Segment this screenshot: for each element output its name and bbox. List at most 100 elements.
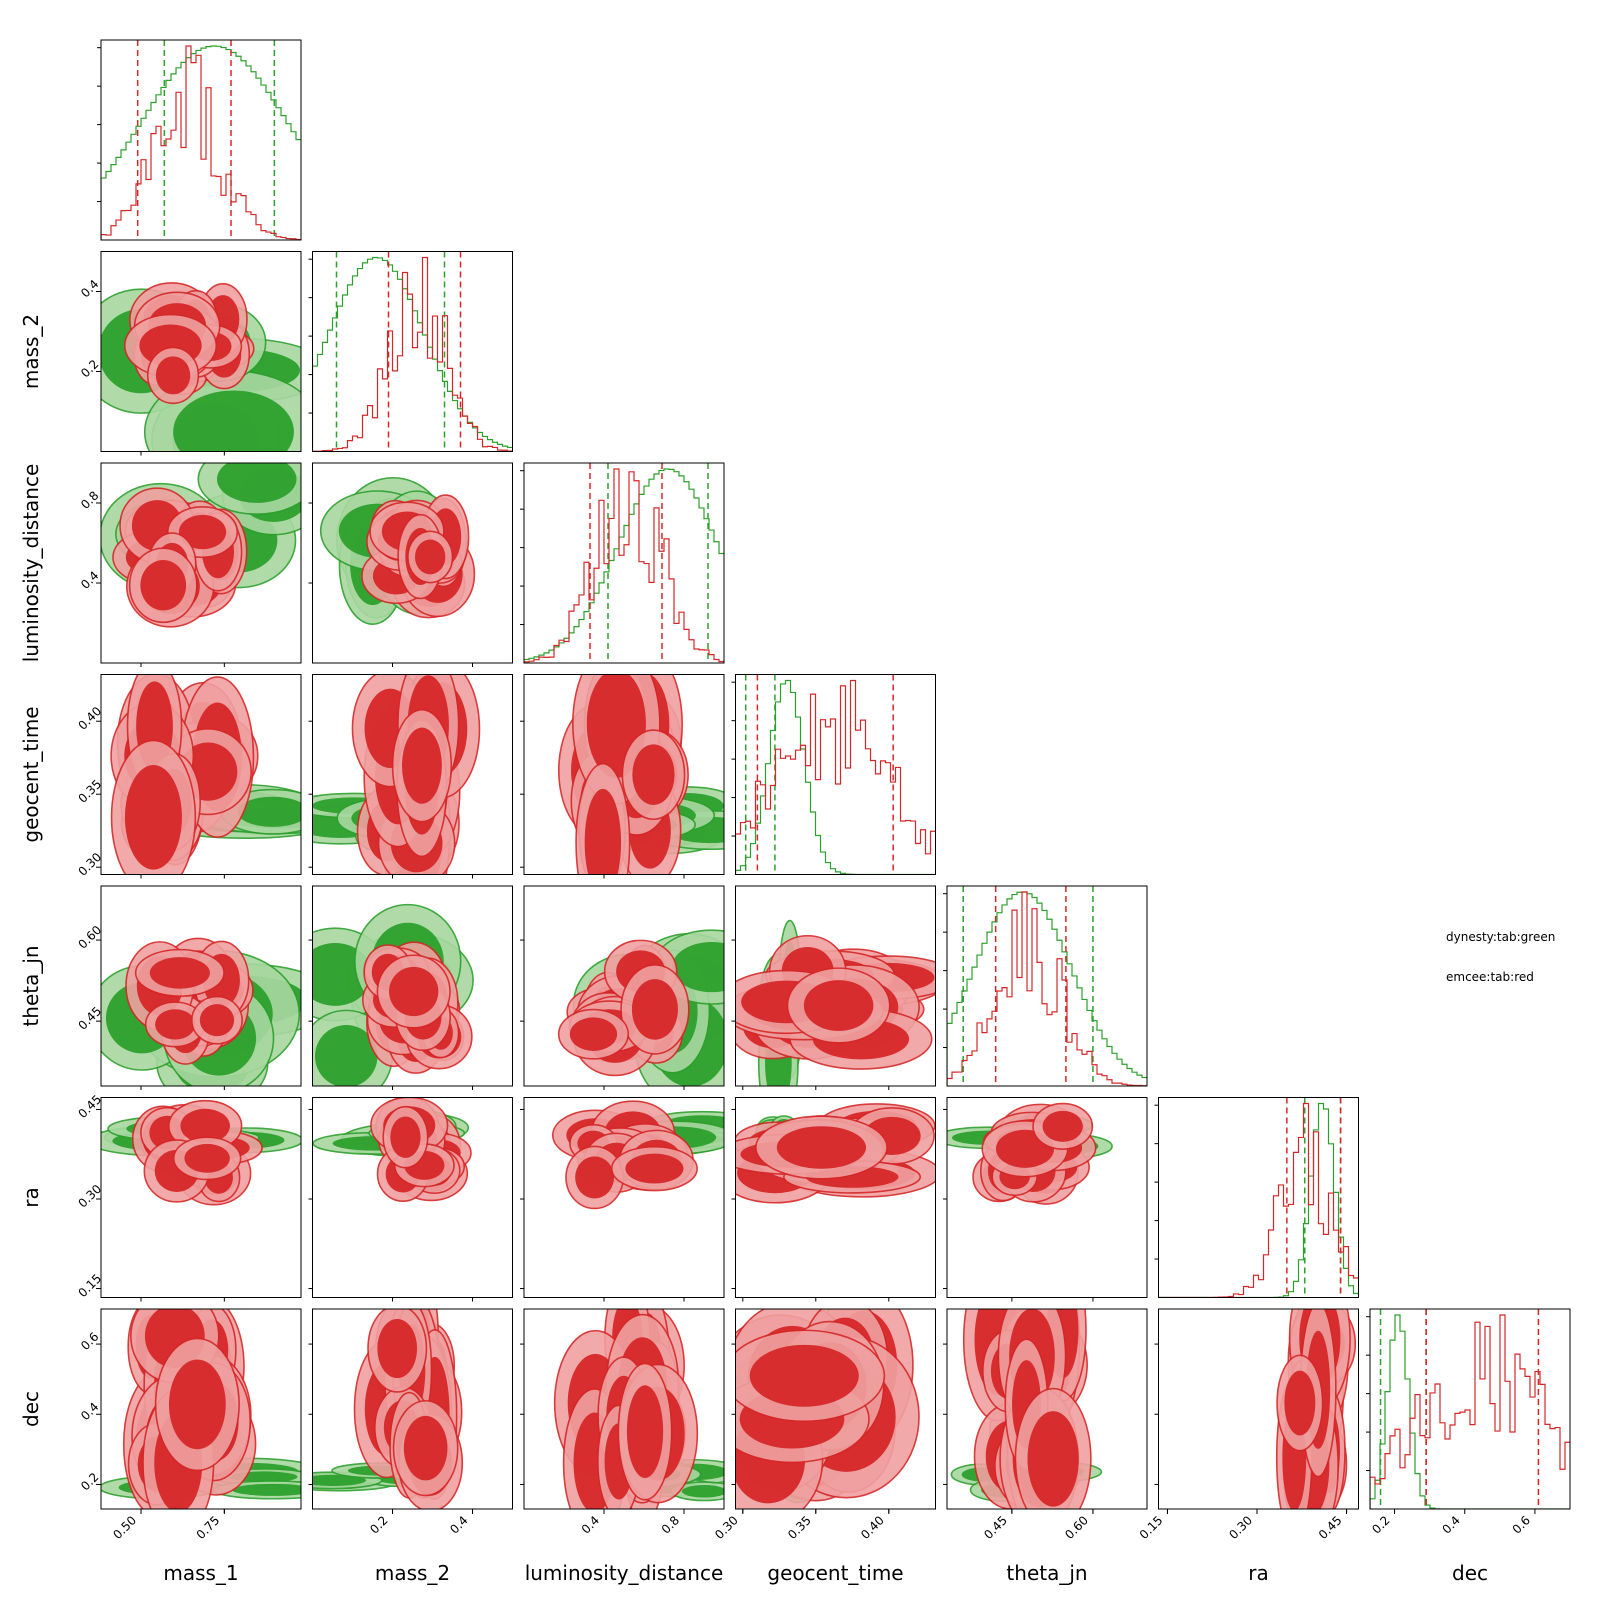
panel-frame (100, 462, 302, 664)
y-tick-label-luminosity_distance-1: 0.8 (78, 488, 101, 511)
density-level-inner (625, 1153, 684, 1184)
x-axis-label-ra: ra (1248, 1561, 1268, 1585)
density-emcee (123, 282, 255, 405)
y-tick-label-geocent_time-1: 0.35 (75, 777, 104, 806)
density-level-inner (632, 744, 675, 805)
histogram-ra (1158, 1097, 1359, 1298)
x-axis-label-dec: dec (1452, 1561, 1488, 1585)
x-tick-label-mass_2-1: 0.4 (447, 1513, 470, 1536)
x-tick-label-geocent_time-2: 0.40 (858, 1513, 887, 1542)
panel-frame (735, 885, 936, 1087)
y-tick-label-theta_jn-1: 0.60 (75, 923, 104, 952)
density-emcee (551, 1100, 698, 1210)
density-level-inner (390, 1116, 421, 1158)
histogram-theta_jn (947, 886, 1147, 1086)
x-tick-label-luminosity_distance-0: 0.4 (579, 1513, 602, 1536)
panel-frame (100, 885, 302, 1087)
panel-frame (312, 251, 513, 452)
x-tick-label-mass_2-0: 0.2 (367, 1513, 390, 1536)
histogram-line-dynesty (735, 679, 936, 875)
panel-frame (1369, 1308, 1571, 1510)
histogram-line-emcee (947, 891, 1147, 1086)
panel-dec-vs-ra (1275, 1309, 1357, 1509)
x-axis-label-geocent_time: geocent_time (767, 1561, 903, 1585)
x-tick-label-mass_1-1: 0.75 (194, 1513, 223, 1542)
density-level-inner (168, 1359, 226, 1450)
panel-frame (523, 885, 725, 1087)
y-axis-label-geocent_time: geocent_time (19, 706, 43, 842)
y-tick-label-ra-1: 0.30 (75, 1182, 104, 1211)
density-emcee (735, 934, 936, 1070)
panel-frame (523, 1308, 725, 1510)
density-level-inner (749, 1344, 859, 1407)
y-axis-label-ra: ra (19, 1187, 43, 1207)
legend: dynesty:tab:green emcee:tab:red (1446, 930, 1555, 1010)
x-tick-label-luminosity_distance-1: 0.8 (659, 1513, 682, 1536)
density-emcee (125, 937, 254, 1065)
panel-frame (735, 1097, 936, 1298)
density-emcee (1275, 1309, 1357, 1509)
density-level-inner (776, 1126, 867, 1169)
panel-frame (100, 674, 302, 875)
y-tick-label-dec-0: 0.2 (78, 1470, 101, 1493)
density-level-inner (315, 1025, 378, 1086)
density-emcee (553, 1309, 699, 1509)
density-level-inner (569, 1017, 618, 1051)
panel-ra-vs-luminosity_distance (551, 1100, 724, 1210)
panel-geocent_time-vs-luminosity_distance (557, 674, 724, 875)
x-tick-label-geocent_time-0: 0.30 (712, 1513, 741, 1542)
panel-frame (523, 1097, 725, 1298)
y-axis-label-dec: dec (19, 1391, 43, 1427)
panel-luminosity_distance-vs-mass_1 (101, 463, 301, 628)
panel-frame (946, 1308, 1148, 1510)
panel-frame (100, 1097, 302, 1298)
x-tick-label-ra-2: 0.45 (1316, 1513, 1345, 1542)
panel-frame (100, 251, 302, 452)
density-level-inner (672, 942, 724, 993)
density-level-inner (149, 957, 210, 989)
histogram-line-dynesty (947, 891, 1147, 1086)
density-level-inner (180, 1108, 230, 1144)
density-emcee (353, 1309, 464, 1509)
panel-theta_jn-vs-geocent_time (735, 919, 936, 1086)
density-level-inner (631, 979, 678, 1040)
legend-entry-emcee: emcee:tab:red (1446, 970, 1534, 984)
panel-frame (312, 674, 513, 875)
density-emcee (370, 1097, 472, 1202)
density-level-inner (173, 390, 294, 452)
x-axis-label-mass_2: mass_2 (375, 1561, 450, 1585)
density-level-inner (414, 539, 446, 575)
density-emcee (735, 1103, 936, 1204)
panel-frame (1158, 1308, 1359, 1510)
x-tick-label-dec-0: 0.2 (1369, 1513, 1392, 1536)
density-level-inner (584, 788, 622, 875)
density-emcee (557, 674, 689, 875)
panel-ra-vs-geocent_time (735, 1103, 936, 1204)
y-tick-label-theta_jn-0: 0.45 (75, 1004, 104, 1033)
x-tick-label-ra-1: 0.30 (1226, 1513, 1255, 1542)
density-emcee (972, 1102, 1097, 1205)
panel-ra-vs-theta_jn (947, 1102, 1113, 1205)
density-emcee (110, 674, 259, 875)
histogram-line-emcee (312, 256, 513, 452)
panel-frame (312, 1097, 513, 1298)
density-emcee (361, 941, 473, 1074)
x-tick-label-ra-0: 0.15 (1137, 1513, 1166, 1542)
panel-dec-vs-mass_2 (312, 1309, 464, 1509)
y-axis-label-theta_jn: theta_jn (19, 945, 43, 1026)
density-level-inner (803, 980, 874, 1031)
panel-frame (735, 674, 936, 875)
panel-geocent_time-vs-mass_1 (110, 674, 301, 875)
panel-frame (523, 462, 725, 664)
histogram-geocent_time (735, 674, 936, 875)
y-tick-label-dec-1: 0.4 (78, 1400, 101, 1423)
x-tick-label-theta_jn-0: 0.45 (981, 1513, 1010, 1542)
panel-luminosity_distance-vs-mass_2 (319, 476, 476, 625)
panel-theta_jn-vs-luminosity_distance (557, 929, 724, 1086)
density-emcee (557, 939, 690, 1077)
panel-frame (735, 1308, 936, 1510)
histogram-line-dynesty (101, 45, 301, 240)
histogram-mass_2 (312, 251, 513, 452)
y-tick-label-mass_2-0: 0.2 (78, 357, 101, 380)
